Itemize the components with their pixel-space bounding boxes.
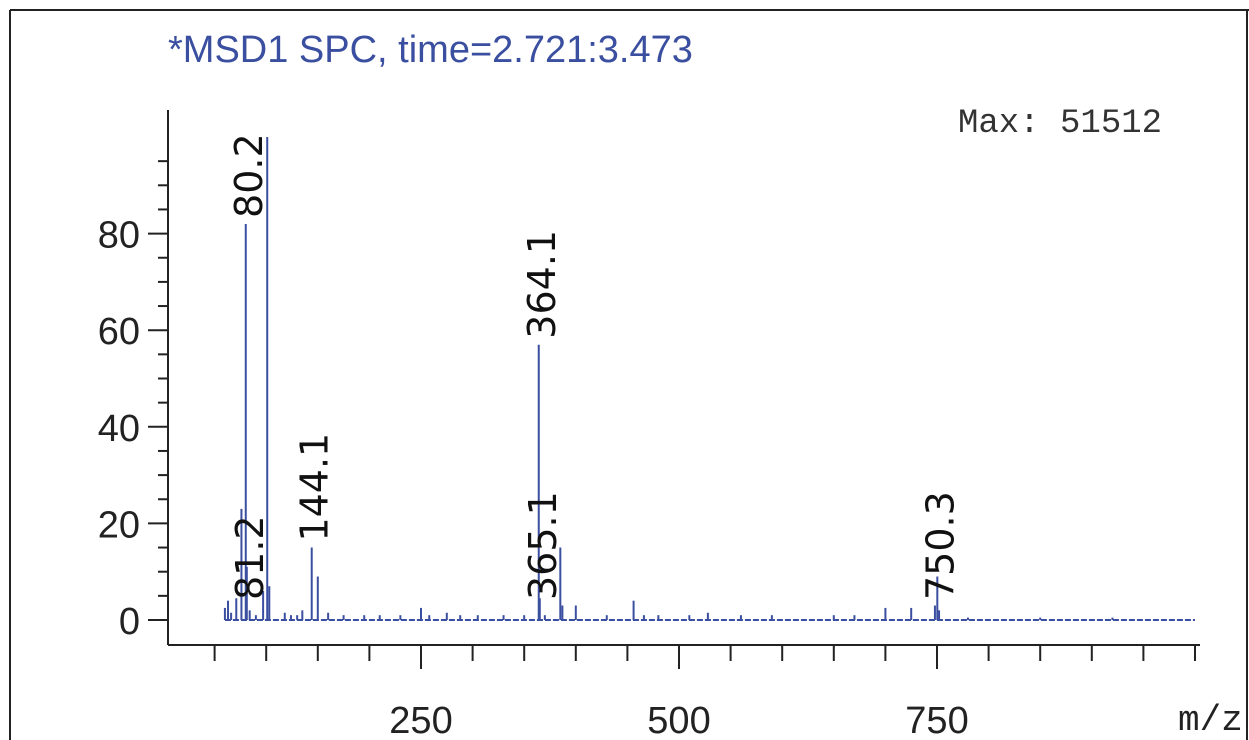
x-tick-label: 250 <box>389 700 452 740</box>
peak-label: 80.2 <box>227 133 271 218</box>
peak-labels: 80.2 81.2 144.1 364.1 365.1 750.3 <box>227 133 963 600</box>
y-tick-label: 20 <box>98 504 140 546</box>
x-tick-label: 500 <box>647 700 710 740</box>
y-tick-label: 80 <box>98 215 140 257</box>
x-axis-label: m/z <box>1178 700 1243 740</box>
peak-label: 750.3 <box>918 491 962 600</box>
peak-label: 144.1 <box>293 433 337 542</box>
chart-title: *MSD1 SPC, time=2.721:3.473 <box>168 29 693 71</box>
x-axis-ticks: 250 500 750 <box>213 645 1196 740</box>
y-tick-label: 0 <box>119 601 140 643</box>
peak-label: 365.1 <box>521 491 565 600</box>
peak-label: 364.1 <box>520 230 564 339</box>
y-tick-label: 40 <box>98 408 140 450</box>
x-tick-label: 750 <box>905 700 968 740</box>
peaks <box>223 137 1114 620</box>
axes <box>167 110 1200 646</box>
max-intensity-label: Max: 51512 <box>958 105 1162 143</box>
peak-label: 81.2 <box>228 515 272 600</box>
y-axis-ticks: 0 20 40 60 80 <box>98 160 168 643</box>
y-tick-label: 60 <box>98 311 140 353</box>
